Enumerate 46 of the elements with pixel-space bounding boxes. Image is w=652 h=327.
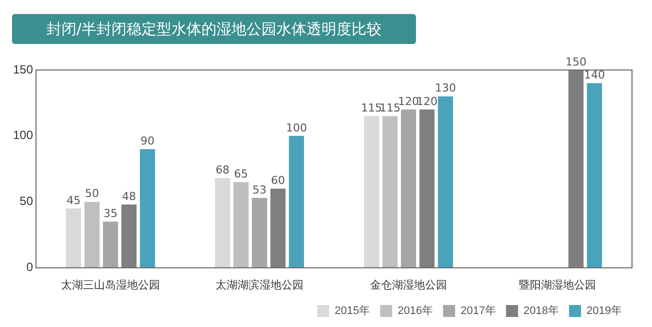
legend-label: 2016年 [398,305,434,318]
data-label: 48 [122,190,136,203]
bar [419,110,435,268]
data-label: 90 [140,134,154,148]
legend-label: 2015年 [334,305,370,318]
bar [233,182,249,268]
bar [214,178,230,268]
bar [252,198,268,268]
data-label: 115 [361,102,382,115]
data-label: 68 [216,163,230,176]
bar [568,70,584,268]
data-label: 130 [434,82,456,95]
data-label: 35 [104,207,118,220]
data-label: 60 [270,174,285,188]
data-label: 115 [380,102,401,115]
bar [66,208,82,268]
bar [84,202,100,268]
y-tick-label: 0 [26,260,34,274]
bar [102,222,118,268]
data-label: 100 [286,121,307,134]
bar [586,83,602,268]
data-label: 150 [565,55,586,68]
data-label: 53 [252,183,267,196]
data-label: 65 [234,167,248,180]
bar [121,204,137,268]
bar [140,149,156,268]
bar [382,116,398,268]
y-tick-label: 100 [12,128,34,142]
bar [270,188,286,268]
legend-label: 2018年 [524,305,560,318]
x-tick-label: 暨阳湖湿地公园 [519,278,596,292]
x-tick-label: 太湖湖滨湿地公园 [216,278,304,292]
x-tick-label: 太湖三山岛湿地公园 [61,278,160,292]
y-tick-label: 150 [12,62,34,76]
data-label: 50 [85,187,100,200]
y-tick-label: 50 [20,194,34,208]
data-label: 45 [66,194,81,207]
bar [288,136,304,268]
chart-title: 封闭/半封闭稳定型水体的湿地公园水体透明度比较 [12,14,416,44]
x-tick-label: 金仓湖湿地公园 [370,278,448,292]
bar [364,116,380,268]
bar [438,96,454,268]
bar [400,110,416,268]
data-label: 140 [584,68,605,82]
legend-label: 2019年 [586,305,622,318]
legend-label: 2017年 [460,305,496,318]
